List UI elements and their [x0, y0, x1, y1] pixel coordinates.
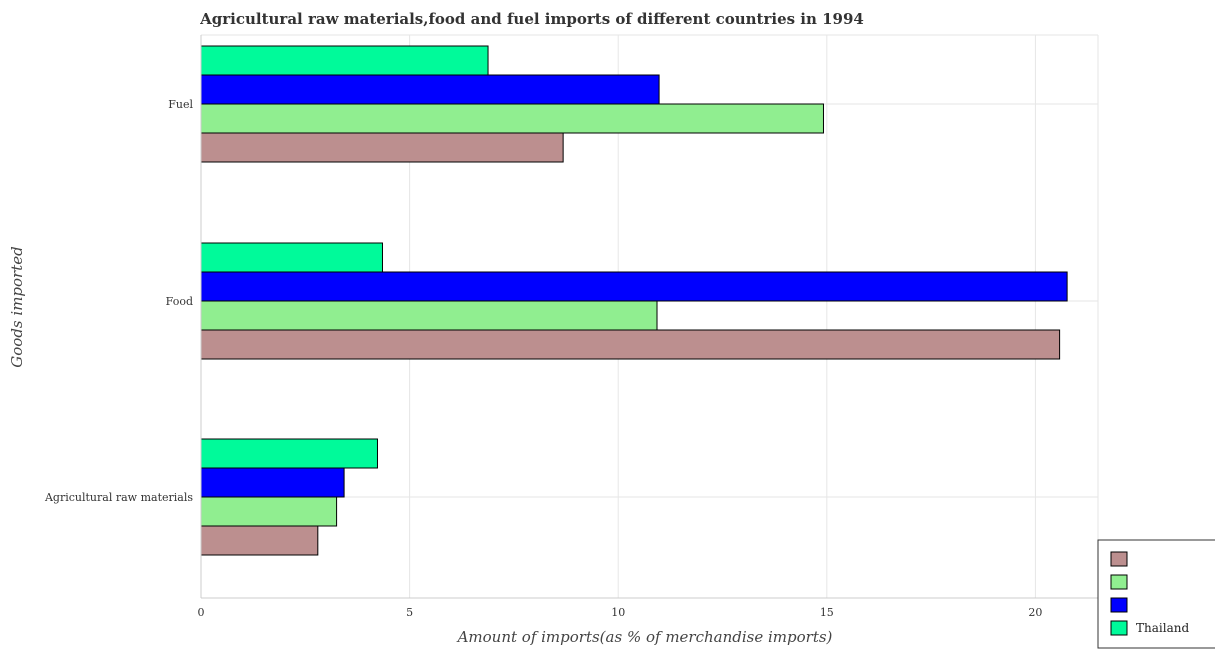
legend-swatch — [1110, 574, 1128, 590]
x-tick-label: 5 — [406, 606, 413, 619]
bars — [200, 45, 1068, 556]
y-tick-labels: Agricultural raw materials Food Fuel — [44, 98, 193, 504]
x-tick-label: 10 — [611, 606, 625, 619]
legend-label: Thailand — [1136, 621, 1189, 635]
x-tick-label: 0 — [198, 606, 205, 619]
x-tick-labels: 0 5 10 15 20 — [198, 606, 1043, 619]
bar-2-series-4 — [200, 242, 383, 273]
y-tick-label: Fuel — [168, 98, 193, 111]
legend: Thailand — [1097, 539, 1215, 649]
bar-3-series-3 — [200, 74, 660, 105]
bar-2-series-1 — [200, 329, 1061, 360]
bar-1-series-2 — [200, 496, 338, 527]
bar-3-series-1 — [200, 132, 564, 163]
y-axis-label: Goods imported — [8, 246, 26, 367]
bar-3-series-4 — [200, 45, 489, 76]
x-axis-label: Amount of imports(as % of merchandise im… — [456, 628, 833, 646]
chart-title: Agricultural raw materials,food and fuel… — [199, 10, 864, 28]
bar-2-series-3 — [200, 271, 1068, 302]
bar-1-series-3 — [200, 467, 345, 498]
y-tick-label: Food — [166, 295, 193, 308]
legend-swatch — [1110, 551, 1128, 567]
bar-1-series-4 — [200, 438, 378, 469]
legend-swatch — [1110, 620, 1128, 636]
legend-swatch — [1110, 597, 1128, 613]
bar-2-series-2 — [200, 300, 658, 331]
x-tick-label: 20 — [1028, 606, 1042, 619]
x-tick-label: 15 — [820, 606, 834, 619]
bar-3-series-2 — [200, 103, 824, 134]
bar-1-series-1 — [200, 525, 319, 556]
y-tick-label: Agricultural raw materials — [44, 491, 193, 504]
